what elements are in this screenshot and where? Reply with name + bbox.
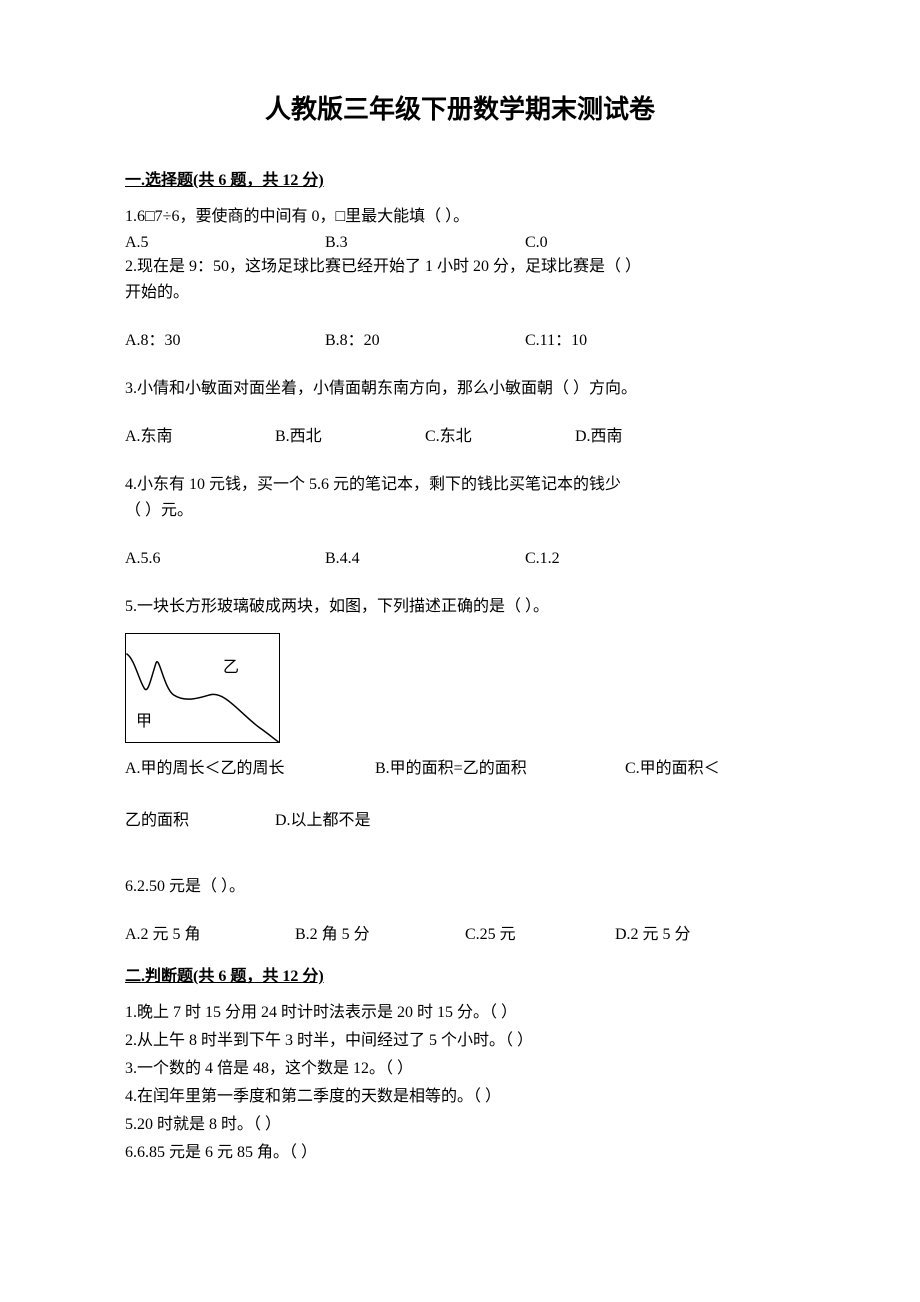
- judge-q6: 6.6.85 元是 6 元 85 角。（ ）: [125, 1141, 795, 1165]
- q3-options: A.东南 B.西北 C.东北 D.西南: [125, 425, 795, 449]
- q4-options: A.5.6 B.4.4 C.1.2: [125, 547, 795, 571]
- q4-opt-b: B.4.4: [325, 547, 525, 571]
- q5-opt-c-part2: 乙的面积: [125, 809, 275, 833]
- judge-q1: 1.晚上 7 时 15 分用 24 时计时法表示是 20 时 15 分。（ ）: [125, 1001, 795, 1025]
- q1-text: 1.6□7÷6，要使商的中间有 0，□里最大能填（ ）。: [125, 205, 795, 229]
- q4-opt-c: C.1.2: [525, 547, 560, 571]
- question-5: 5.一块长方形玻璃破成两块，如图，下列描述正确的是（ ）。 甲 乙 A.甲的周长…: [125, 595, 795, 833]
- q5-opt-d: D.以上都不是: [275, 809, 371, 833]
- q5-text: 5.一块长方形玻璃破成两块，如图，下列描述正确的是（ ）。: [125, 595, 795, 619]
- question-6: 6.2.50 元是（ ）。 A.2 元 5 角 B.2 角 5 分 C.25 元…: [125, 875, 795, 947]
- q2-opt-b: B.8：20: [325, 329, 525, 353]
- q3-opt-a: A.东南: [125, 425, 275, 449]
- q1-opt-a: A.5: [125, 231, 325, 255]
- q5-opt-b: B.甲的面积=乙的面积: [375, 757, 625, 781]
- q1-opt-c: C.0: [525, 231, 548, 255]
- q6-opt-a: A.2 元 5 角: [125, 923, 295, 947]
- q2-options: A.8：30 B.8：20 C.11：10: [125, 329, 795, 353]
- judge-q4: 4.在闰年里第一季度和第二季度的天数是相等的。（ ）: [125, 1085, 795, 1109]
- question-3: 3.小倩和小敏面对面坐着，小倩面朝东南方向，那么小敏面朝（ ）方向。 A.东南 …: [125, 377, 795, 449]
- q6-opt-d: D.2 元 5 分: [615, 923, 691, 947]
- q5-diagram: 甲 乙: [125, 633, 280, 743]
- section-1-header: 一.选择题(共 6 题，共 12 分): [125, 169, 795, 193]
- q3-opt-d: D.西南: [575, 425, 623, 449]
- q6-options: A.2 元 5 角 B.2 角 5 分 C.25 元 D.2 元 5 分: [125, 923, 795, 947]
- q5-label-jia: 甲: [136, 710, 152, 734]
- section-2-header: 二.判断题(共 6 题，共 12 分): [125, 965, 795, 989]
- question-2: 2.现在是 9：50，这场足球比赛已经开始了 1 小时 20 分，足球比赛是（ …: [125, 255, 795, 353]
- q2-text1: 2.现在是 9：50，这场足球比赛已经开始了 1 小时 20 分，足球比赛是（ …: [125, 255, 795, 279]
- q5-options-line1: A.甲的周长＜乙的周长 B.甲的面积=乙的面积 C.甲的面积＜: [125, 757, 795, 781]
- q3-opt-b: B.西北: [275, 425, 425, 449]
- q4-opt-a: A.5.6: [125, 547, 325, 571]
- judge-q5: 5.20 时就是 8 时。（ ）: [125, 1113, 795, 1137]
- q5-options-line2: 乙的面积 D.以上都不是: [125, 809, 795, 833]
- q2-opt-a: A.8：30: [125, 329, 325, 353]
- q1-options: A.5 B.3 C.0: [125, 231, 795, 255]
- question-4: 4.小东有 10 元钱，买一个 5.6 元的笔记本，剩下的钱比买笔记本的钱少 （…: [125, 473, 795, 571]
- page-title: 人教版三年级下册数学期末测试卷: [125, 90, 795, 129]
- q6-opt-b: B.2 角 5 分: [295, 923, 465, 947]
- q2-text2: 开始的。: [125, 281, 795, 305]
- q5-opt-c-part1: C.甲的面积＜: [625, 757, 720, 781]
- q4-text2: （ ）元。: [125, 499, 795, 523]
- judge-q2: 2.从上午 8 时半到下午 3 时半，中间经过了 5 个小时。（ ）: [125, 1029, 795, 1053]
- q5-label-yi: 乙: [223, 656, 239, 680]
- q3-opt-c: C.东北: [425, 425, 575, 449]
- q5-opt-a: A.甲的周长＜乙的周长: [125, 757, 375, 781]
- q6-opt-c: C.25 元: [465, 923, 615, 947]
- q4-text1: 4.小东有 10 元钱，买一个 5.6 元的笔记本，剩下的钱比买笔记本的钱少: [125, 473, 795, 497]
- q6-text: 6.2.50 元是（ ）。: [125, 875, 795, 899]
- q2-opt-c: C.11：10: [525, 329, 587, 353]
- question-1: 1.6□7÷6，要使商的中间有 0，□里最大能填（ ）。 A.5 B.3 C.0: [125, 205, 795, 255]
- q1-opt-b: B.3: [325, 231, 525, 255]
- judge-q3: 3.一个数的 4 倍是 48，这个数是 12。（ ）: [125, 1057, 795, 1081]
- q3-text: 3.小倩和小敏面对面坐着，小倩面朝东南方向，那么小敏面朝（ ）方向。: [125, 377, 795, 401]
